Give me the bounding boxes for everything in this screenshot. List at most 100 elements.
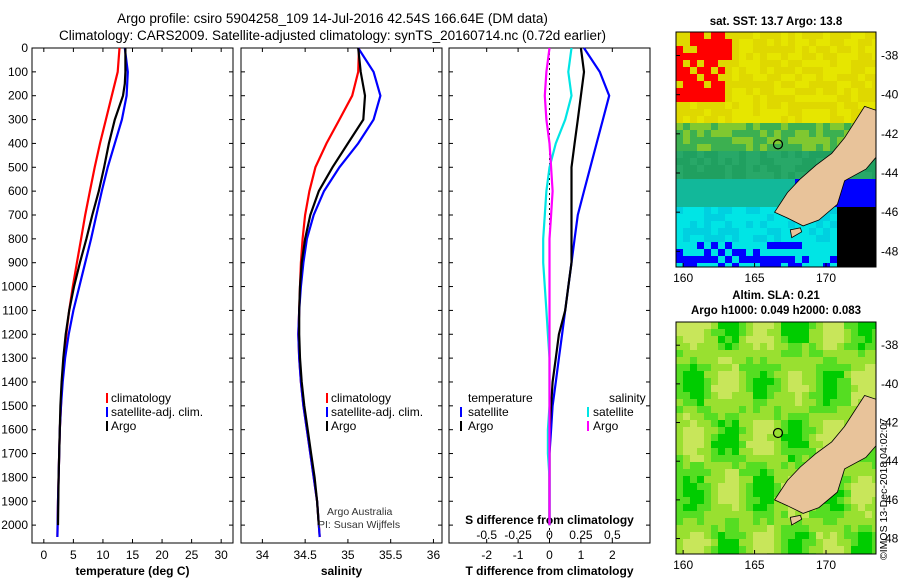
sst-map-cell <box>690 137 697 144</box>
sst-map-cell <box>823 137 830 144</box>
sst-map-cell <box>865 235 872 242</box>
sla-map-cell <box>704 497 711 504</box>
sla-map-cell <box>837 371 844 378</box>
sst-map-cell <box>830 102 837 109</box>
sla-map-cell <box>865 539 872 546</box>
sla-map-cell <box>732 385 739 392</box>
sla-map-cell <box>844 357 851 364</box>
sla-map-cell <box>816 518 823 525</box>
salinity-series-climatology <box>297 47 361 538</box>
chart-title-line2: Climatology: CARS2009. Satellite-adjuste… <box>58 28 607 43</box>
sla-map-cell <box>697 420 704 427</box>
sla-map-cell <box>690 455 697 462</box>
y-tick-label: 200 <box>8 89 28 103</box>
sla-map-cell <box>718 490 725 497</box>
sla-map-cell <box>676 350 683 357</box>
sst-map-cell <box>865 242 872 249</box>
sst-map-cell <box>739 81 746 88</box>
sst-map-cell <box>690 88 697 95</box>
sst-map-cell <box>851 249 858 256</box>
sla-map-cell <box>795 357 802 364</box>
sst-map-cell <box>704 186 711 193</box>
sst-map-cell <box>683 46 690 53</box>
sst-map-cell <box>683 116 690 123</box>
sst-map-cell <box>781 235 788 242</box>
sst-map-cell <box>872 39 876 46</box>
sla-map-cell <box>711 462 718 469</box>
differences-x-tick-label: 1 <box>578 548 585 562</box>
sst-map-cell <box>788 123 795 130</box>
sla-map-cell <box>732 392 739 399</box>
sst-map-cell <box>739 39 746 46</box>
sst-map-cell <box>767 228 774 235</box>
sla-map-cell <box>823 399 830 406</box>
sla-map-cell <box>767 399 774 406</box>
sst-map-cell <box>732 228 739 235</box>
sst-map-cell <box>788 151 795 158</box>
sst-map-cell <box>844 242 851 249</box>
sla-map-cell <box>683 476 690 483</box>
sla-map-cell <box>809 511 816 518</box>
sla-map-cell <box>774 469 781 476</box>
sst-map-cell <box>697 116 704 123</box>
sst-map-cell <box>774 256 781 263</box>
sla-map-cell <box>872 385 876 392</box>
differences-x-tick-label: 2 <box>609 548 616 562</box>
sst-map-cell <box>746 186 753 193</box>
sst-map-cell <box>767 109 774 116</box>
sst-map-cell <box>753 186 760 193</box>
sla-map-cell <box>774 448 781 455</box>
sla-map-cell <box>858 504 865 511</box>
sst-map-cell <box>760 256 767 263</box>
sla-map-cell <box>837 406 844 413</box>
sla-map-cell <box>774 490 781 497</box>
sst-map-cell <box>788 46 795 53</box>
sst-map-cell <box>732 123 739 130</box>
sst-map-cell <box>858 102 865 109</box>
credit-line1: Argo Australia <box>327 506 393 518</box>
sst-map-cell <box>823 74 830 81</box>
sst-map-cell <box>725 53 732 60</box>
sla-map-cell <box>718 350 725 357</box>
sla-map-cell <box>795 399 802 406</box>
sst-map-cell <box>872 53 876 60</box>
sla-map-cell <box>865 504 872 511</box>
sla-map-cell <box>844 504 851 511</box>
sst-map-cell <box>704 263 711 267</box>
sst-map-cell <box>872 193 876 200</box>
sst-map-cell <box>816 256 823 263</box>
sst-map-cell <box>872 214 876 221</box>
sla-map-cell <box>718 483 725 490</box>
sst-map-cell <box>704 53 711 60</box>
sla-map-cell <box>753 483 760 490</box>
sst-map-cell <box>711 214 718 221</box>
sst-map-cell <box>767 214 774 221</box>
sst-map-cell <box>725 109 732 116</box>
sst-map-cell <box>725 144 732 151</box>
sla-map-cell <box>823 504 830 511</box>
sla-map-cell <box>809 336 816 343</box>
sst-map-cell <box>837 67 844 74</box>
sla-map-cell <box>809 364 816 371</box>
sla-map-cell <box>704 546 711 553</box>
sla-map-cell <box>676 434 683 441</box>
sla-map-cell <box>858 336 865 343</box>
sst-map-cell <box>760 144 767 151</box>
sla-map-cell <box>739 322 746 329</box>
sst-map-cell <box>732 109 739 116</box>
sst-map-cell <box>739 186 746 193</box>
sst-map-cell <box>711 116 718 123</box>
sla-map-cell <box>683 427 690 434</box>
sst-map-cell <box>781 32 788 39</box>
sst-map-cell <box>830 123 837 130</box>
legend-label: climatology <box>331 391 391 405</box>
sst-map-cell <box>746 165 753 172</box>
sla-map-cell <box>760 441 767 448</box>
sla-map-cell <box>760 462 767 469</box>
sst-map-cell <box>844 46 851 53</box>
sst-map-x-tick-label: 170 <box>816 271 836 285</box>
sst-map-cell <box>718 53 725 60</box>
sst-map-cell <box>872 200 876 207</box>
sla-map-cell <box>837 497 844 504</box>
sst-map-cell <box>718 256 725 263</box>
